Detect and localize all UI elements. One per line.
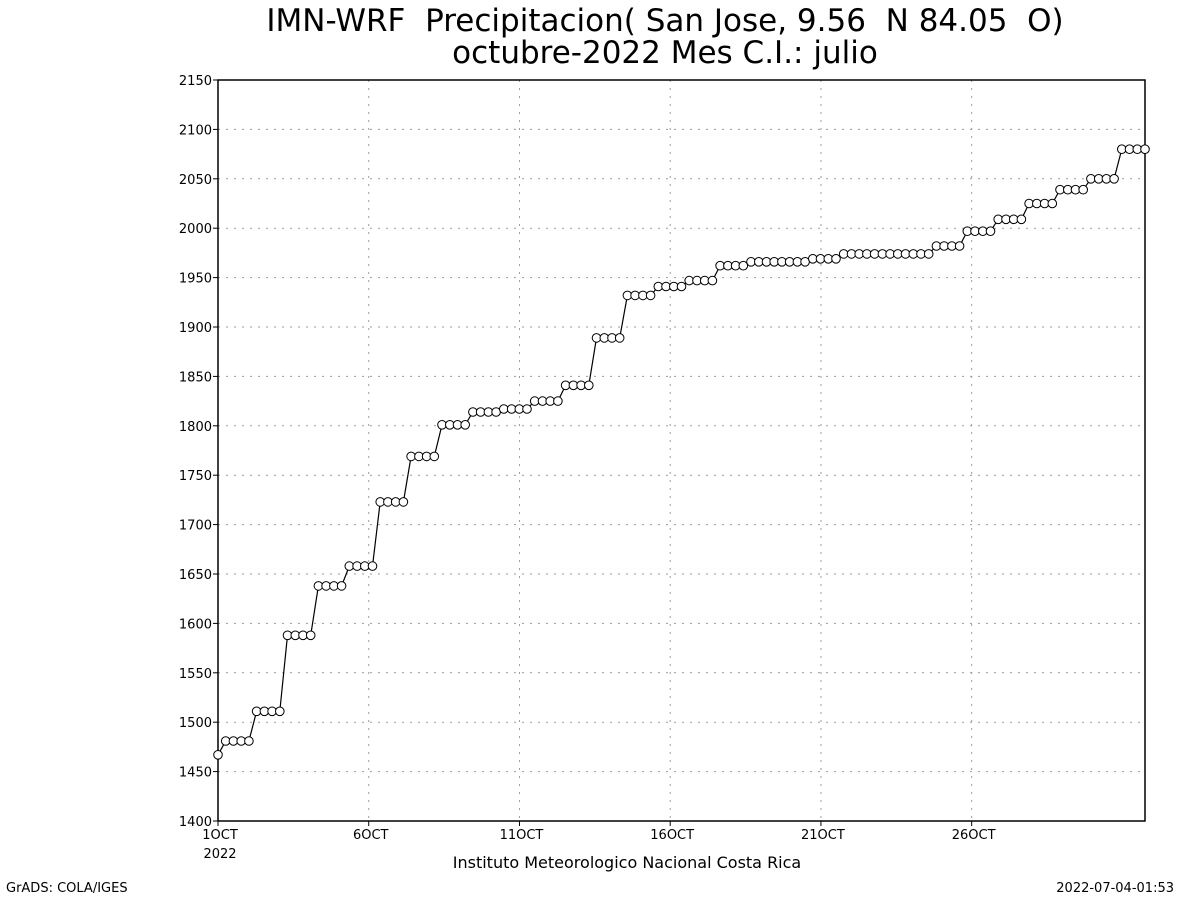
data-point	[522, 404, 532, 414]
data-point	[707, 275, 718, 286]
y-tick-label: 1450	[179, 766, 212, 781]
data-point	[645, 290, 656, 301]
data-point	[985, 226, 996, 236]
data-point	[614, 333, 625, 343]
y-tick-label: 1950	[179, 272, 212, 287]
data-point	[738, 260, 749, 271]
data-point	[1078, 184, 1088, 195]
data-point	[305, 630, 316, 641]
data-point	[336, 581, 347, 591]
x-axis-label: Instituto Meteorologico Nacional Costa R…	[452, 853, 802, 872]
y-tick-label: 2100	[179, 123, 212, 138]
y-tick-label: 2050	[179, 173, 212, 188]
y-tick-label: 1550	[179, 667, 212, 682]
y-tick-label: 1850	[179, 370, 212, 385]
data-point	[213, 750, 223, 760]
data-point	[553, 396, 563, 406]
data-point	[584, 380, 594, 391]
x-tick-label: 1OCT	[202, 828, 238, 843]
data-point	[676, 281, 687, 292]
x-tick-label: 6OCT	[353, 828, 389, 843]
x-tick-label: 21OCT	[801, 828, 845, 843]
data-point	[460, 420, 471, 430]
y-tick-label: 1700	[179, 519, 212, 534]
data-point	[831, 253, 841, 264]
y-tick-label: 1650	[179, 568, 212, 583]
y-tick-label: 2150	[179, 74, 212, 89]
x-tick-label: 26OCT	[952, 828, 996, 843]
chart-title: IMN-WRF Precipitacion( San Jose, 9.56 N …	[266, 3, 1064, 39]
data-point	[923, 249, 934, 259]
timestamp: 2022-07-04-01:53	[1056, 881, 1174, 896]
data-point	[1016, 214, 1027, 225]
chart-subtitle: octubre-2022 Mes C.I.: julio	[452, 35, 878, 71]
data-point	[398, 497, 409, 507]
y-tick-label: 1900	[179, 321, 212, 336]
data-point	[954, 241, 965, 251]
data-point	[1109, 174, 1119, 184]
data-point	[275, 706, 285, 717]
grads-credit: GrADS: COLA/IGES	[6, 881, 128, 896]
y-tick-label: 1750	[179, 469, 212, 484]
y-tick-label: 1800	[179, 420, 212, 435]
y-tick-label: 2000	[179, 222, 212, 237]
data-point	[367, 561, 378, 571]
data-point	[1047, 198, 1058, 209]
data-point	[244, 736, 254, 746]
x-tick-label: 16OCT	[650, 828, 694, 843]
data-point	[429, 451, 440, 462]
data-point	[1140, 144, 1150, 154]
y-tick-label: 1500	[179, 716, 212, 731]
y-tick-label: 1600	[179, 617, 212, 632]
x-tick-label: 11OCT	[500, 828, 544, 843]
y-tick-label: 1400	[179, 815, 212, 830]
series-line	[217, 148, 1145, 756]
x-tick-sublabel: 2022	[203, 847, 236, 862]
plot-frame	[217, 79, 1146, 822]
